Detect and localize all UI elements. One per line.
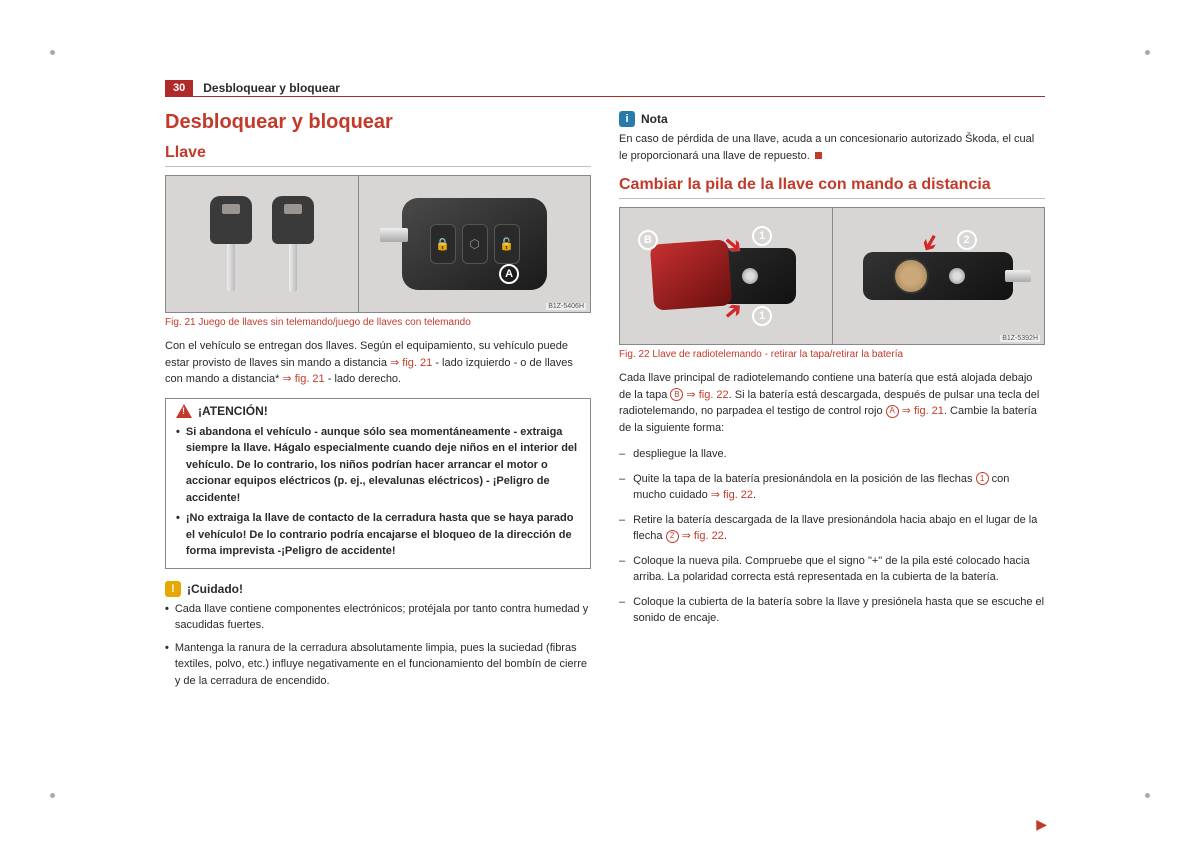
caution-title: ¡Cuidado! — [187, 582, 243, 596]
caution-text: Mantenga la ranura de la cerradura absol… — [175, 640, 591, 690]
dash-marker: – — [619, 512, 625, 545]
lock-button-icon: 🔒 — [430, 224, 456, 264]
dash-marker: – — [619, 446, 625, 463]
chapter-title: Desbloquear y bloquear — [165, 111, 591, 134]
right-column: i Nota En caso de pérdida de una llave, … — [619, 111, 1045, 695]
caution-bullet: • Cada llave contiene componentes electr… — [165, 601, 591, 634]
fig22-panel-left: B 1 1 ➔ ➔ — [620, 208, 833, 344]
dash-marker: – — [619, 553, 625, 586]
figure-22: B 1 1 ➔ ➔ 2 ➔ B1Z-5392H — [619, 207, 1045, 345]
end-marker-icon — [815, 152, 822, 159]
step-item: – Quite la tapa de la batería presionánd… — [619, 471, 1045, 504]
intro-paragraph: Con el vehículo se entregan dos llaves. … — [165, 338, 591, 388]
simple-key-icon — [272, 196, 314, 292]
callout-ref-b: B — [670, 388, 683, 401]
two-column-layout: Desbloquear y bloquear Llave 🔒 ⬡ — [165, 111, 1045, 695]
key-logo-icon — [949, 268, 965, 284]
warning-text: ¡No extraiga la llave de contacto de la … — [186, 510, 580, 560]
battery-intro-paragraph: Cada llave principal de radiotelemando c… — [619, 370, 1045, 436]
callout-ref-1: 1 — [976, 472, 989, 485]
steps-list: – despliegue la llave. – Quite la tapa d… — [619, 446, 1045, 627]
warning-triangle-icon — [176, 404, 192, 418]
figure-22-caption: Fig. 22 Llave de radiotelemando - retira… — [619, 349, 1045, 360]
key-logo-icon — [742, 268, 758, 284]
callout-label-b: B — [638, 230, 658, 250]
step-text: Retire la batería descargada de la llave… — [633, 512, 1045, 545]
step-item: – Retire la batería descargada de la lla… — [619, 512, 1045, 545]
figure-21-caption: Fig. 21 Juego de llaves sin telemando/ju… — [165, 317, 591, 328]
simple-key-icon — [210, 196, 252, 292]
crop-mark — [1145, 793, 1150, 798]
fig-ref: ⇒ fig. 21 — [390, 357, 432, 369]
continue-arrow-icon: ▶ — [1036, 816, 1047, 833]
crop-mark — [50, 793, 55, 798]
fig21-panel-left — [166, 176, 359, 312]
fig-ref: ⇒ fig. 21 — [282, 373, 324, 385]
bullet-dot: • — [165, 601, 169, 634]
unlock-button-icon: 🔓 — [494, 224, 520, 264]
fig-ref: ⇒ fig. 22 — [711, 489, 753, 501]
note-header: i Nota — [619, 111, 1045, 127]
fig-ref: ⇒ fig. 22 — [683, 389, 728, 401]
callout-ref-2: 2 — [666, 530, 679, 543]
remote-key-icon: 🔒 ⬡ 🔓 A — [402, 198, 547, 290]
warning-header: ¡ATENCIÓN! — [166, 399, 590, 420]
page-header: 30 Desbloquear y bloquear — [165, 80, 1045, 97]
fig22-panel-right: 2 ➔ — [833, 208, 1045, 344]
figure-id: B1Z-5406H — [546, 303, 586, 310]
callout-label-1b: 1 — [752, 306, 772, 326]
key-battery-icon — [863, 252, 1013, 300]
text: - lado derecho. — [325, 373, 401, 385]
warning-title: ¡ATENCIÓN! — [198, 404, 268, 418]
header-section-title: Desbloquear y bloquear — [203, 81, 340, 95]
step-text: Coloque la cubierta de la batería sobre … — [633, 594, 1045, 627]
step-text: despliegue la llave. — [633, 446, 727, 463]
page-content: 30 Desbloquear y bloquear Desbloquear y … — [165, 80, 1045, 695]
fig-ref: ⇒ fig. 21 — [899, 405, 944, 417]
figure-id: B1Z-5392H — [1000, 335, 1040, 342]
figure-21: 🔒 ⬡ 🔓 A B1Z-5406H — [165, 175, 591, 313]
bullet-dot: • — [176, 424, 180, 507]
caution-icon: ! — [165, 581, 181, 597]
step-text: Quite la tapa de la batería presionándol… — [633, 471, 1045, 504]
trunk-button-icon: ⬡ — [462, 224, 488, 264]
fig21-panel-right: 🔒 ⬡ 🔓 A — [359, 176, 590, 312]
section-title-battery: Cambiar la pila de la llave con mando a … — [619, 176, 1045, 199]
text: En caso de pérdida de una llave, acuda a… — [619, 133, 1034, 162]
warning-bullet: • Si abandona el vehículo - aunque sólo … — [176, 424, 580, 507]
warning-body: • Si abandona el vehículo - aunque sólo … — [166, 424, 590, 568]
warning-box: ¡ATENCIÓN! • Si abandona el vehículo - a… — [165, 398, 591, 569]
fig-ref: ⇒ fig. 22 — [679, 530, 724, 542]
note-text: En caso de pérdida de una llave, acuda a… — [619, 131, 1045, 164]
dash-marker: – — [619, 594, 625, 627]
page-number: 30 — [165, 80, 193, 96]
step-item: – Coloque la nueva pila. Compruebe que e… — [619, 553, 1045, 586]
battery-icon — [893, 258, 929, 294]
dash-marker: – — [619, 471, 625, 504]
step-item: – despliegue la llave. — [619, 446, 1045, 463]
caution-header: ! ¡Cuidado! — [165, 581, 591, 597]
bullet-dot: • — [165, 640, 169, 690]
callout-ref-a: A — [886, 405, 899, 418]
crop-mark — [1145, 50, 1150, 55]
warning-bullet: • ¡No extraiga la llave de contacto de l… — [176, 510, 580, 560]
warning-text: Si abandona el vehículo - aunque sólo se… — [186, 424, 580, 507]
callout-label-1: 1 — [752, 226, 772, 246]
callout-label-a: A — [499, 264, 519, 284]
step-item: – Coloque la cubierta de la batería sobr… — [619, 594, 1045, 627]
info-icon: i — [619, 111, 635, 127]
step-text: Coloque la nueva pila. Compruebe que el … — [633, 553, 1045, 586]
caution-bullet: • Mantenga la ranura de la cerradura abs… — [165, 640, 591, 690]
left-column: Desbloquear y bloquear Llave 🔒 ⬡ — [165, 111, 591, 695]
note-title: Nota — [641, 112, 668, 126]
key-blade-icon — [1005, 270, 1031, 282]
crop-mark — [50, 50, 55, 55]
section-title-llave: Llave — [165, 144, 591, 167]
bullet-dot: • — [176, 510, 180, 560]
callout-label-2: 2 — [957, 230, 977, 250]
caution-text: Cada llave contiene componentes electrón… — [175, 601, 591, 634]
